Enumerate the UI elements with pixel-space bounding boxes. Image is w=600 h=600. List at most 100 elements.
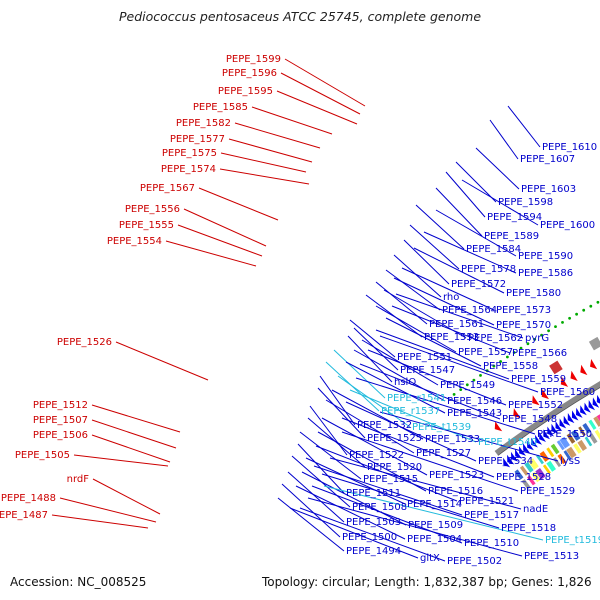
gene-label-right[interactable]: PEPE_1500 <box>342 532 397 543</box>
gene-label-right[interactable]: PEPE_1552 <box>508 400 563 411</box>
gene-label-left[interactable]: PEPE_1575 <box>162 148 217 159</box>
gene-label-right[interactable]: PEPE_1562 <box>468 333 523 344</box>
gene-label-left[interactable]: PEPE_1507 <box>33 415 88 426</box>
gene-label-right[interactable]: PEPE_1600 <box>540 220 595 231</box>
gene-label-right[interactable]: PEPE_1549 <box>440 380 495 391</box>
gene-label-right[interactable]: PEPE_1586 <box>518 268 573 279</box>
gene-label-left[interactable]: PEPE_1526 <box>57 337 112 348</box>
gene-label-right[interactable]: PEPE_1527 <box>416 448 471 459</box>
gene-label-right[interactable]: pyrG <box>525 333 549 344</box>
gene-label-right[interactable]: PEPE_1560 <box>540 387 595 398</box>
gene-label-right[interactable]: PEPE_1523 <box>429 470 484 481</box>
gene-label-right[interactable]: gltX <box>420 553 440 564</box>
gene-label-right[interactable]: PEPE_1508 <box>352 502 407 513</box>
gene-label-right[interactable]: PEPE_1594 <box>487 212 542 223</box>
gene-label-left[interactable]: PEPE_1574 <box>161 164 216 175</box>
gene-label-right[interactable]: PEPE_r1537 <box>381 406 440 417</box>
gene-label-left[interactable]: PEPE_1596 <box>222 68 277 79</box>
gene-label-right[interactable]: PEPE_1572 <box>451 279 506 290</box>
gene-label-right[interactable]: PEPE_t1519 <box>545 535 600 546</box>
gene-label-right[interactable]: PEPE_1558 <box>483 361 538 372</box>
gene-label-right[interactable]: PEPE_1564 <box>442 305 497 316</box>
gene-label-right[interactable]: PEPE_1590 <box>518 251 573 262</box>
gene-label-right[interactable]: PEPE_1510 <box>464 538 519 549</box>
forward-gene-arrow <box>547 426 554 437</box>
gene-label-right[interactable]: PEPE_1543 <box>447 408 502 419</box>
gene-label-right[interactable]: PEPE_1578 <box>461 264 516 275</box>
gene-label-right[interactable]: PEPE_1610 <box>542 142 597 153</box>
gene-label-right[interactable]: PEPE_1520 <box>367 462 422 473</box>
gene-label-right[interactable]: PEPE_1546 <box>447 396 502 407</box>
gene-label-left[interactable]: PEPE_1488 <box>1 493 56 504</box>
gene-label-right[interactable]: PEPE_1511 <box>346 488 401 499</box>
gene-label-right[interactable]: PEPE_1529 <box>520 486 575 497</box>
gene-label-right[interactable]: PEPE_1573 <box>496 305 551 316</box>
leader-line <box>115 341 209 381</box>
gene-label-right[interactable]: PEPE_1566 <box>512 348 567 359</box>
gene-label-right[interactable]: PEPE_1503 <box>346 517 401 528</box>
gene-label-left[interactable]: PEPE_1599 <box>226 54 281 65</box>
gene-label-right[interactable]: hslO <box>394 377 416 388</box>
feature-tracks <box>494 336 600 490</box>
gene-label-right[interactable]: PEPE_1561 <box>429 319 484 330</box>
gene-label-left[interactable]: PEPE_1582 <box>176 118 231 129</box>
gene-label-right[interactable]: PEPE_1516 <box>428 486 483 497</box>
gene-label-right[interactable]: PEPE_1534 <box>478 456 533 467</box>
gene-label-right[interactable]: PEPE_1509 <box>408 520 463 531</box>
gene-block <box>521 479 531 490</box>
gene-label-right[interactable]: PEPE_1607 <box>520 154 575 165</box>
gene-label-right[interactable]: PEPE_t1540 <box>478 437 537 448</box>
gene-label-left[interactable]: PEPE_1506 <box>33 430 88 441</box>
gene-label-left[interactable]: PEPE_1554 <box>107 236 162 247</box>
gene-label-right[interactable]: PEPE_t1539 <box>412 422 471 433</box>
gene-label-left[interactable]: PEPE_1577 <box>170 134 225 145</box>
gene-label-right[interactable]: PEPE_1550 <box>537 429 592 440</box>
leader-line <box>455 161 497 203</box>
gene-label-right[interactable]: PEPE_1547 <box>400 365 455 376</box>
gene-label-right[interactable]: PEPE_1528 <box>496 472 551 483</box>
gene-label-right[interactable]: PEPE_1548 <box>502 414 557 425</box>
gene-block <box>577 439 587 451</box>
gene-label-left[interactable]: PEPE_1555 <box>119 220 174 231</box>
gene-label-right[interactable]: PEPE_1598 <box>498 197 553 208</box>
gene-label-right[interactable]: rho <box>443 292 459 303</box>
gene-label-left[interactable]: PEPE_1512 <box>33 400 88 411</box>
gene-label-right[interactable]: PEPE_1559 <box>511 374 566 385</box>
gene-label-left[interactable]: PEPE_1487 <box>0 510 48 521</box>
gene-label-left[interactable]: nrdF <box>67 474 90 485</box>
gene-label-left[interactable]: PEPE_1585 <box>193 102 248 113</box>
gene-label-right[interactable]: PEPE_1517 <box>464 510 519 521</box>
intergenic-dot <box>479 374 482 377</box>
gene-label-right[interactable]: PEPE_1513 <box>524 551 579 562</box>
gene-label-right[interactable]: PEPE_1518 <box>501 523 556 534</box>
gene-label-right[interactable]: PEPE_1521 <box>459 496 514 507</box>
gene-block <box>524 461 534 473</box>
gene-label-right[interactable]: lysS <box>560 456 580 467</box>
gene-label-right[interactable]: PEPE_1580 <box>506 288 561 299</box>
gene-label-right[interactable]: PEPE_1522 <box>349 450 404 461</box>
gene-label-left[interactable]: PEPE_1556 <box>125 204 180 215</box>
gene-block <box>556 440 565 451</box>
gene-label-right[interactable]: PEPE_1589 <box>484 231 539 242</box>
gene-label-right[interactable]: PEPE_1557 <box>458 347 513 358</box>
gene-label-left[interactable]: PEPE_1567 <box>140 183 195 194</box>
gene-label-right[interactable]: PEPE_1603 <box>521 184 576 195</box>
gene-label-right[interactable]: PEPE_1525 <box>367 433 422 444</box>
gene-label-right[interactable]: PEPE_1504 <box>407 534 462 545</box>
gene-label-right[interactable]: PEPE_1551 <box>397 352 452 363</box>
gene-label-right[interactable]: PEPE_1514 <box>407 499 462 510</box>
gene-label-right[interactable]: nadE <box>523 504 548 515</box>
gene-label-right[interactable]: PEPE_1553 <box>424 332 479 343</box>
leader-line <box>379 411 559 462</box>
gene-label-right[interactable]: PEPE_1515 <box>363 474 418 485</box>
gene-label-left[interactable]: PEPE_1505 <box>15 450 70 461</box>
gene-label-right[interactable]: PEPE_r1541 <box>387 393 446 404</box>
gene-label-right[interactable]: PEPE_1532 <box>357 420 412 431</box>
gene-label-left[interactable]: PEPE_1595 <box>218 86 273 97</box>
gene-label-right[interactable]: PEPE_1584 <box>466 244 521 255</box>
gene-label-right[interactable]: PEPE_1502 <box>447 556 502 567</box>
gene-label-right[interactable]: PEPE_1570 <box>496 320 551 331</box>
gene-label-right[interactable]: PEPE_1494 <box>346 546 401 557</box>
gene-label-right[interactable]: PEPE_1533 <box>425 434 480 445</box>
genome-backbone <box>494 381 600 456</box>
